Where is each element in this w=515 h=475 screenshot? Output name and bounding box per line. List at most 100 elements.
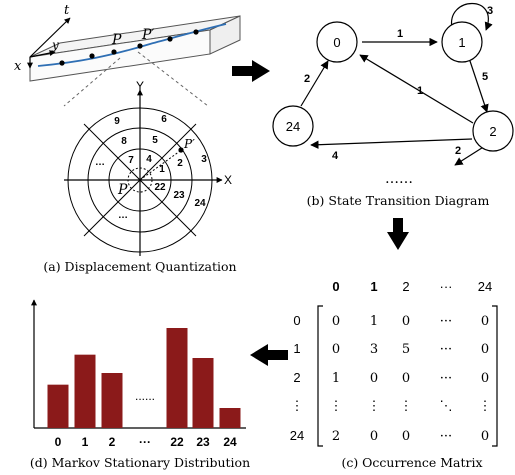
- point-p-prime-dot: [137, 43, 143, 49]
- matrix-cell: 1: [370, 314, 378, 329]
- zoom-lines: [63, 51, 209, 107]
- edge-1-2: [468, 57, 489, 113]
- chart-category-label: 1: [82, 435, 89, 449]
- edge-label: 1: [417, 85, 423, 97]
- matrix-cell: ⋮: [330, 399, 343, 414]
- edge-label: 1: [397, 28, 403, 40]
- matrix-cell: ⋮: [479, 399, 492, 414]
- edge-2-0: [359, 54, 474, 124]
- point-p-dot: [111, 49, 117, 55]
- chart-category-label: 0: [55, 435, 62, 449]
- arrow-b-to-c: [387, 218, 409, 250]
- chart-bar-2: [101, 373, 123, 428]
- matrix-row-header: 2: [293, 370, 300, 385]
- state-node-label: 0: [333, 35, 340, 50]
- chart-bar-22: [166, 328, 188, 428]
- matrix-left-bracket: [317, 305, 323, 447]
- matrix-cell: 3: [370, 342, 378, 357]
- matrix-row-header: ⋮: [291, 398, 304, 413]
- occurrence-matrix: 0 1 2 ··· 24 0 1 2 ⋮ 24 0 1 0 ··· 0 0 3 5 ··· 0 1 0…: [290, 279, 498, 447]
- trajectory-box: [29, 15, 241, 82]
- state-ellipsis: ……: [385, 171, 413, 187]
- state-node-24: [272, 105, 314, 147]
- matrix-cell: 0: [332, 314, 340, 329]
- matrix-col-header: 2: [402, 279, 409, 294]
- matrix-row-header: 1: [293, 341, 300, 356]
- matrix-row-header: 24: [290, 428, 304, 443]
- sector-label: 1: [159, 164, 165, 175]
- matrix-cell: 0: [370, 371, 378, 386]
- matrix-col-header: 24: [478, 279, 492, 294]
- trajectory-line: [37, 23, 227, 67]
- chart-bar-0: [47, 384, 69, 428]
- sector-label: 8: [121, 136, 127, 147]
- matrix-cell: 0: [402, 429, 410, 444]
- chart-bar-1: [74, 354, 96, 428]
- stationary-distribution-chart: 0 1 2 ··· 22 23 24 ......: [31, 299, 246, 449]
- matrix-cell: 0: [481, 371, 489, 386]
- polar-quantization: Y X 9 6 8 5 7 4 1 2 3 … 22 23 24 … P P′: [64, 79, 232, 256]
- matrix-col-header: 1: [370, 279, 377, 294]
- chart-category-label: 22: [170, 435, 184, 449]
- sector-label: 9: [114, 116, 120, 127]
- matrix-row-header: 0: [293, 313, 300, 328]
- matrix-cell: ···: [440, 314, 452, 329]
- matrix-cells: 0 1 0 ··· 0 0 3 5 ··· 0 1 0 0 ··· 0 ⋮ ⋮ ⋮ ⋱ ⋮ 2 0 0 ··· 0: [330, 314, 492, 444]
- edge-label: 4: [332, 150, 339, 162]
- sector-label: 2: [177, 158, 183, 169]
- edge-24-0: [300, 60, 329, 107]
- matrix-cell: 1: [332, 371, 340, 386]
- sector-label: 4: [146, 154, 152, 165]
- matrix-cell: ⋱: [440, 399, 453, 414]
- polar-axis-y-label: Y: [136, 79, 144, 93]
- matrix-cell: ⋮: [400, 399, 413, 414]
- axis-x-label: x: [14, 59, 22, 74]
- chart-category-label: 2: [109, 435, 116, 449]
- state-transition-diagram: 1 3 5 1 2 4 2 0 1 24 2 ……: [272, 2, 514, 187]
- chart-bar-23: [192, 358, 214, 428]
- matrix-cell: 0: [332, 342, 340, 357]
- polar-point-p-label: P: [117, 182, 128, 198]
- arrow-a-to-b: [232, 60, 270, 82]
- state-node-label: 2: [489, 124, 496, 139]
- matrix-cell: ···: [440, 342, 452, 357]
- polar-axis-x-label: X: [224, 173, 232, 187]
- chart-gap-marker: ......: [135, 389, 155, 403]
- matrix-cell: 0: [481, 314, 489, 329]
- sector-label: 5: [152, 135, 158, 146]
- state-node-2: [472, 110, 514, 152]
- caption-c: (c) Occurrence Matrix: [341, 455, 482, 470]
- sector-label: 23: [173, 190, 185, 201]
- trajectory-points: [59, 29, 199, 66]
- matrix-right-bracket: [492, 305, 498, 447]
- edge-label: 2: [304, 73, 310, 85]
- matrix-cell: 5: [402, 342, 410, 357]
- chart-category-label: 24: [223, 435, 237, 449]
- sector-label: …: [118, 210, 128, 221]
- state-node-label: 24: [286, 119, 300, 134]
- state-node-0: [316, 21, 358, 63]
- caption-d: (d) Markov Stationary Distribution: [30, 455, 250, 470]
- sector-label: …: [95, 157, 105, 168]
- displacement-vector: [139, 150, 181, 181]
- caption-a: (a) Displacement Quantization: [43, 259, 236, 274]
- matrix-cell: ⋮: [368, 399, 381, 414]
- edge-2-24: [310, 138, 473, 149]
- matrix-cell: 0: [402, 314, 410, 329]
- matrix-cell: 0: [481, 429, 489, 444]
- matrix-col-header: ···: [440, 279, 453, 294]
- arrow-c-to-d: [250, 344, 288, 366]
- trajectory-axes: [27, 17, 71, 69]
- point-p-label: P: [111, 32, 122, 48]
- chart-category-labels: 0 1 2 ··· 22 23 24: [55, 435, 237, 449]
- polar-point-p-prime-label: P′: [183, 137, 195, 151]
- state-node-label: 1: [458, 35, 465, 50]
- axis-y-label: y: [51, 38, 59, 52]
- sector-label: 24: [194, 198, 206, 209]
- edge-label: 2: [455, 145, 461, 157]
- matrix-cell: 0: [402, 371, 410, 386]
- chart-category-label: ···: [139, 435, 151, 449]
- edge-2-more: [454, 145, 486, 166]
- edge-1-1-self-loop: [451, 2, 493, 31]
- sector-label: 6: [161, 114, 167, 125]
